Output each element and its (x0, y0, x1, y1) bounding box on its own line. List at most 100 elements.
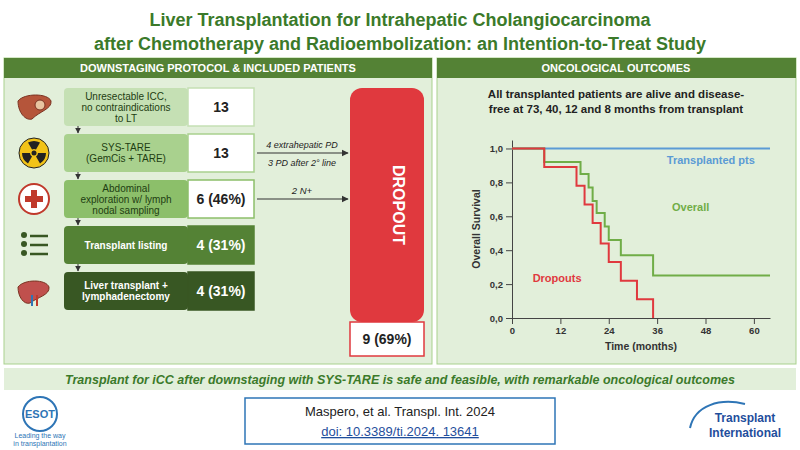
panel-header (437, 58, 796, 78)
dropout-bar (350, 88, 424, 322)
list-line (30, 235, 48, 238)
count: 4 (31%) (196, 237, 245, 253)
plot-lines (512, 148, 770, 318)
step-label: Abdominal (102, 183, 149, 194)
icon (18, 95, 51, 119)
step: Abdominalexploration w/ lymphnodal sampl… (19, 180, 348, 225)
series-label: Dropouts (533, 272, 582, 284)
chart: 012243648600,00,20,40,60,81,0Time (month… (470, 141, 771, 353)
person-head (21, 241, 27, 247)
survival-curve (512, 148, 653, 318)
radiation-icon (19, 138, 49, 168)
count-box (188, 134, 254, 172)
count-box (188, 226, 254, 264)
dropout-label: DROPOUT (390, 165, 407, 245)
icon (21, 232, 48, 256)
logo-text: Transplant (715, 411, 776, 425)
tick-label: 0 (510, 325, 515, 336)
x-axis-title: Time (months) (605, 340, 677, 352)
person-head (21, 250, 27, 256)
radiation-blade (22, 153, 32, 163)
list-line (30, 244, 48, 247)
flow-arrow (78, 126, 79, 133)
icon (18, 281, 49, 306)
tick-label: 0,2 (490, 279, 503, 290)
count-box (188, 88, 254, 126)
count-box (188, 272, 254, 310)
count-box (188, 180, 254, 218)
tick-mark (609, 318, 610, 324)
step-label: nodal sampling (92, 205, 159, 216)
dropout-arrow (257, 198, 348, 199)
icon (19, 184, 49, 214)
tick: 24 (604, 318, 615, 336)
logo-ring (23, 397, 57, 431)
step-box (64, 272, 188, 310)
dropout-arrow (257, 152, 348, 153)
y-axis-title: Overall Survival (470, 189, 482, 268)
tick-label: 1,0 (490, 143, 503, 154)
axis-line (513, 318, 771, 319)
logo-tagline: in transplantation (13, 440, 66, 448)
step: Unresectable ICC,no contraindicationsto … (18, 88, 254, 133)
step-label: Transplant listing (85, 240, 168, 251)
right-panel: ONCOLOGICAL OUTCOMES All transplanted pat… (437, 58, 796, 364)
count: 6 (46%) (196, 191, 245, 207)
logo-tagline: Leading the way (15, 432, 66, 440)
x-axis: 01224364860 (510, 318, 771, 336)
count: 13 (213, 99, 229, 115)
radiation-blade (28, 141, 40, 150)
panel-heading: ONCOLOGICAL OUTCOMES (542, 62, 691, 74)
tumor-icon (35, 100, 45, 110)
axis-line (512, 141, 513, 319)
step: SYS-TARE(GemCis + TARE)134 extrahepatic … (19, 134, 348, 179)
step-label: no contraindications (82, 102, 171, 113)
tick-label: 0,6 (490, 211, 503, 222)
icon (19, 138, 49, 168)
step: Liver transplant +lymphadenectomy4 (31%) (18, 272, 254, 310)
panel-heading: DOWNSTAGING PROTOCOL & INCLUDED PATIENTS (80, 62, 356, 74)
tick-label: 0,8 (490, 177, 503, 188)
logo-text: International (709, 426, 781, 440)
step: Transplant listing 4 (31%) (21, 226, 254, 271)
tick: 0 (510, 318, 515, 336)
step-box (64, 180, 188, 218)
dropout-total-box (350, 322, 424, 356)
step-box (64, 226, 188, 264)
tick-label: 0,0 (490, 313, 503, 324)
panel-background (4, 58, 432, 364)
tick-label: 24 (604, 325, 615, 336)
tick: 0,4 (490, 245, 512, 256)
flow-arrow (78, 172, 79, 179)
flow-arrow (78, 218, 79, 225)
citation: Maspero, et al. Transpl. Int. 2024 (305, 404, 495, 419)
tick: 0,8 (490, 177, 512, 188)
left-panel: DOWNSTAGING PROTOCOL & INCLUDED PATIENTS… (4, 58, 432, 364)
tick-label: 36 (652, 325, 663, 336)
tick: 0,6 (490, 211, 512, 222)
tick: 1,0 (490, 143, 512, 154)
person-head (21, 232, 27, 238)
radiation-center (32, 151, 37, 156)
tick: 60 (749, 318, 760, 336)
liver-icon (18, 95, 51, 119)
tick-mark (754, 318, 755, 324)
citation-box (245, 398, 555, 444)
tick-label: 0,4 (490, 245, 504, 256)
tick-mark (506, 148, 512, 149)
title: Liver Transplantation for Intrahepatic C… (149, 10, 651, 30)
tick-label: 60 (749, 325, 760, 336)
tick: 36 (652, 318, 663, 336)
tick-mark (560, 318, 561, 324)
flow-arrow (78, 264, 79, 271)
statement: All transplanted patients are alive and … (488, 88, 744, 100)
tick-mark (657, 318, 658, 324)
tick-mark (506, 318, 512, 319)
step-label: SYS-TARE (101, 142, 151, 153)
count: 4 (31%) (196, 283, 245, 299)
step-label: Unresectable ICC, (85, 91, 167, 102)
tick: 12 (556, 318, 567, 336)
tick-mark (506, 182, 512, 183)
tick: 0,2 (490, 279, 512, 290)
dropout-note: 4 extrahepatic PD (266, 140, 338, 150)
